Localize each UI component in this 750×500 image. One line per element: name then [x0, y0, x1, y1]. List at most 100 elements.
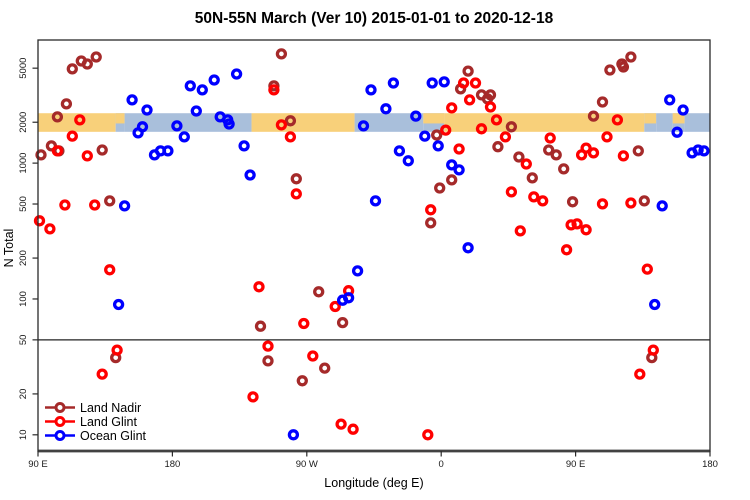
data-point [641, 263, 653, 275]
data-point [617, 61, 630, 73]
data-point [425, 204, 437, 216]
data-point [96, 368, 108, 380]
data-point [351, 265, 364, 277]
band-segment-ocean [124, 113, 252, 132]
data-point [335, 418, 347, 430]
x-tick-label: 90 W [296, 459, 318, 470]
data-point [434, 182, 446, 194]
data-point [647, 344, 659, 356]
y-tick-label: 2000 [18, 112, 29, 133]
data-point [402, 155, 414, 167]
data-point [558, 163, 570, 175]
band-segment-land [115, 113, 125, 124]
data-point [313, 286, 325, 298]
series-ocean-glint [112, 68, 710, 441]
data-point [275, 119, 288, 131]
data-point [431, 129, 443, 141]
data-point [638, 195, 650, 207]
data-point [104, 195, 116, 207]
band-segment-land [672, 113, 685, 124]
data-point [59, 199, 71, 211]
data-point [365, 84, 377, 96]
data-point [104, 264, 116, 276]
y-tick-label: 20 [18, 389, 29, 400]
data-point [253, 281, 265, 293]
data-point [490, 114, 503, 126]
y-tick-label: 50 [18, 335, 29, 346]
data-point [596, 198, 609, 210]
data-point [126, 94, 138, 106]
data-point [462, 242, 474, 254]
data-point [81, 58, 93, 70]
data-point [410, 110, 422, 122]
data-point [426, 77, 438, 89]
y-axis-label: N Total [2, 229, 16, 268]
data-point [566, 196, 579, 208]
data-point [284, 115, 297, 127]
data-point [544, 132, 556, 144]
band-segment-land [644, 113, 657, 124]
data-point [656, 200, 668, 212]
data-point [230, 68, 243, 80]
data-point [60, 98, 73, 110]
data-point [438, 76, 450, 88]
data-point [223, 118, 235, 130]
data-point [262, 355, 274, 367]
data-point [571, 218, 583, 230]
data-point [425, 217, 437, 229]
data-point [268, 84, 280, 96]
data-point [440, 124, 452, 136]
data-point [284, 131, 297, 143]
band-segment-land [423, 113, 445, 124]
data-point [190, 105, 202, 117]
data-point [601, 131, 613, 143]
data-point [671, 126, 683, 138]
data-point [550, 149, 562, 161]
data-point [422, 429, 434, 441]
data-point [677, 104, 689, 116]
data-point [51, 111, 64, 123]
data-point [347, 423, 359, 435]
data-point [81, 150, 93, 162]
data-point [475, 123, 488, 135]
data-point [692, 144, 704, 156]
plot-area: 90 E 180 90 W 0 90 E 180 10 20 50 100 200 500 1000 20… [18, 39, 718, 470]
data-point [66, 130, 78, 142]
data-point [587, 147, 600, 159]
band-segment-land [251, 113, 355, 132]
data-point [307, 350, 319, 362]
data-point [290, 173, 302, 185]
data-point [446, 174, 458, 186]
data-point [162, 145, 174, 157]
data-point [111, 344, 123, 356]
data-point [357, 120, 370, 132]
data-point [380, 103, 392, 115]
data-point [505, 121, 518, 133]
data-point [171, 120, 183, 132]
y-tick-label: 100 [18, 291, 29, 307]
x-tick-label: 90 E [566, 459, 586, 470]
chart-title: 50N-55N March (Ver 10) 2015-01-01 to 202… [195, 10, 554, 27]
x-tick-label: 90 E [28, 459, 48, 470]
data-point [96, 144, 108, 156]
data-point [290, 188, 302, 200]
plot-border [37, 39, 711, 452]
data-point [196, 84, 208, 96]
legend-marker [54, 402, 66, 413]
data-point [513, 151, 525, 163]
data-point [254, 320, 267, 332]
data-point [33, 215, 46, 227]
data-point [505, 186, 518, 198]
y-tick-label: 5000 [18, 58, 29, 79]
data-point [596, 96, 609, 108]
data-point [617, 150, 630, 162]
data-point [492, 141, 504, 153]
data-point [296, 375, 308, 387]
data-point [35, 149, 47, 161]
data-point [457, 77, 470, 89]
data-point [446, 102, 458, 114]
data-point [387, 77, 400, 89]
series-land-glint [33, 77, 659, 441]
